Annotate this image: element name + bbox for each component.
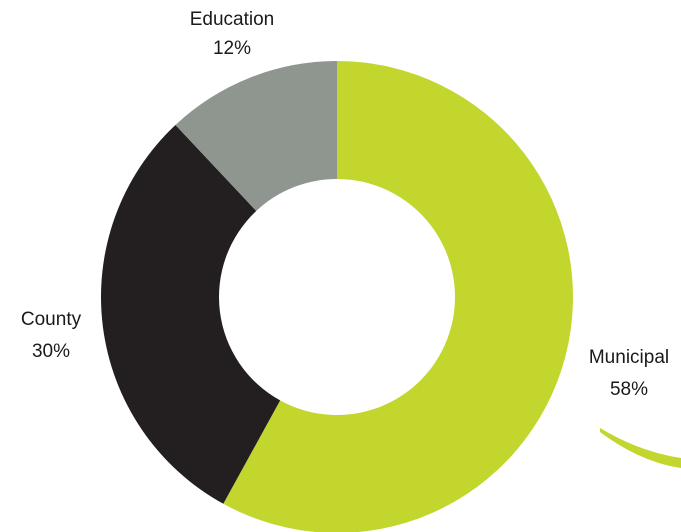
slice-municipal [223, 61, 573, 532]
slices-group [101, 61, 573, 532]
slice-label-municipal-name: Municipal [589, 347, 669, 368]
decorative-swoosh [600, 428, 681, 468]
slice-county [101, 124, 281, 504]
slice-label-municipal-value: 58% [610, 379, 648, 400]
slice-label-education-value: 12% [213, 38, 251, 59]
slice-label-county-value: 30% [32, 341, 70, 362]
slice-label-county-name: County [21, 309, 82, 330]
slice-label-education-name: Education [190, 9, 275, 30]
slice-education [175, 61, 337, 211]
labels-group: Education 12% County 30% Municipal 58% [21, 9, 669, 400]
